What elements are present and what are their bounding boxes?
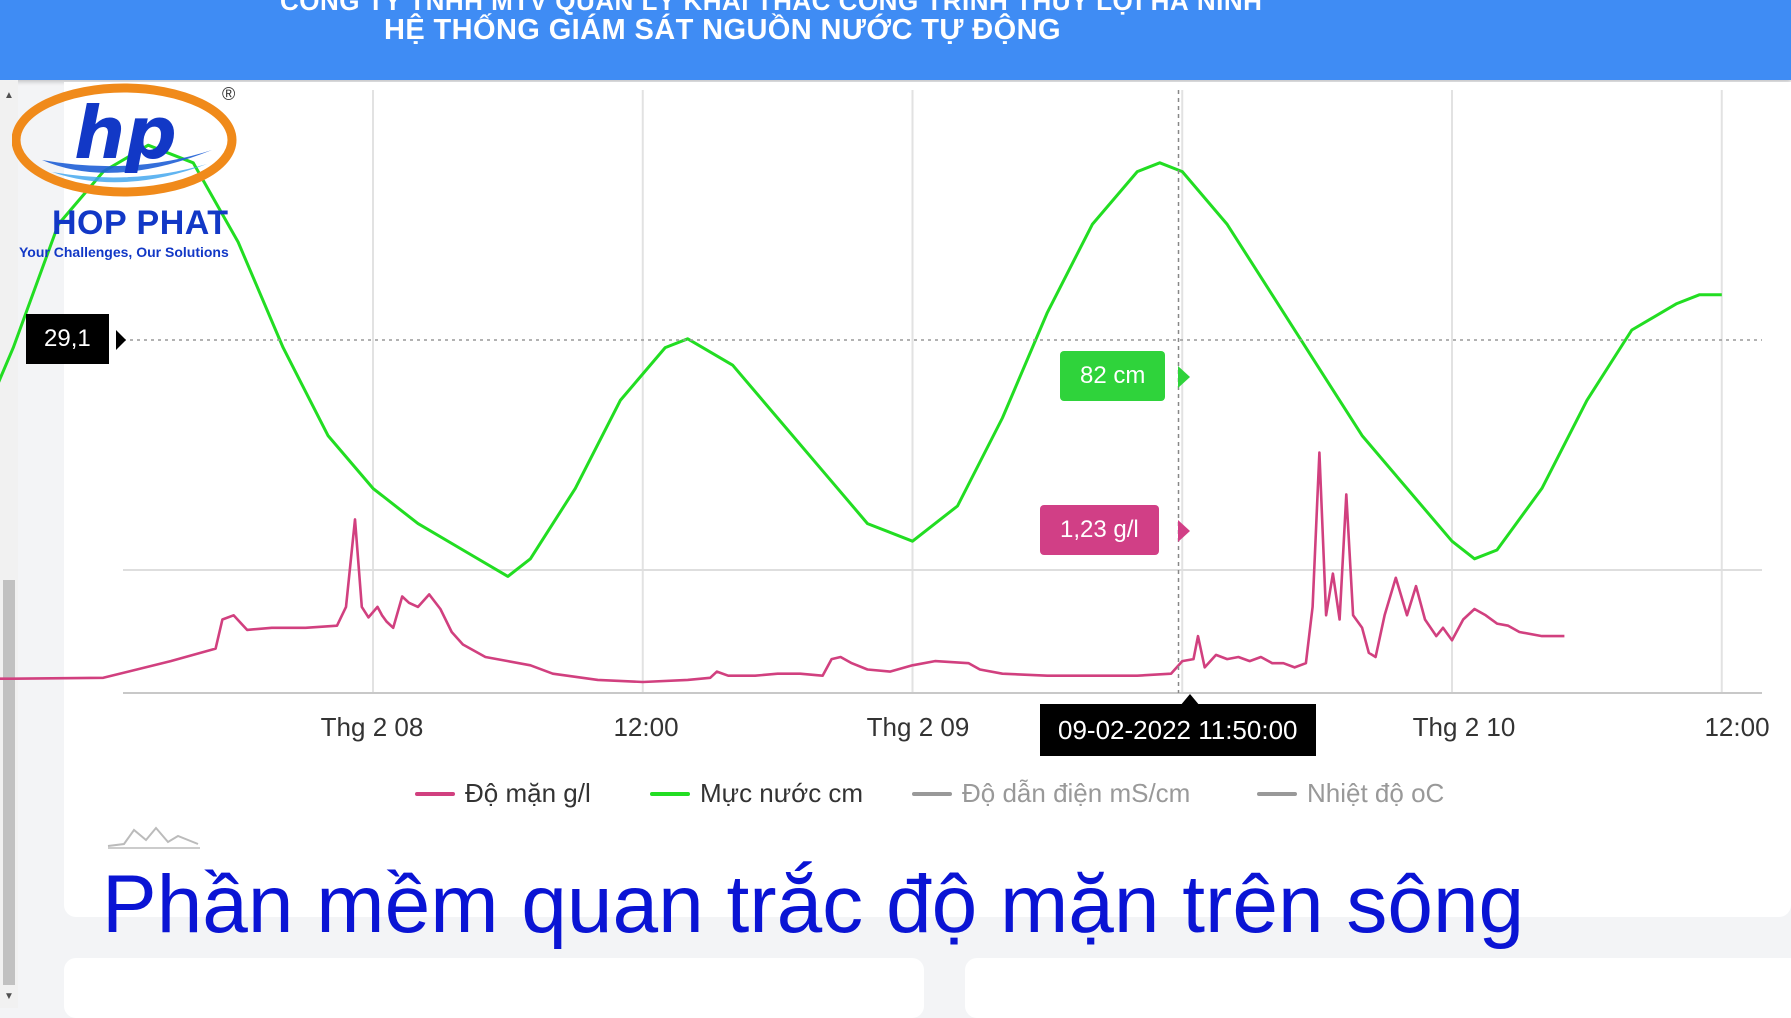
water-level-tooltip: 82 cm — [1060, 351, 1166, 401]
salinity-tooltip: 1,23 g/l — [1040, 505, 1159, 555]
series-line-water-level[interactable] — [0, 143, 1722, 578]
x-tick-label: Thg 2 09 — [866, 712, 970, 742]
system-title: HỆ THỐNG GIÁM SÁT NGUỒN NƯỚC TỰ ĐỘNG — [384, 14, 1061, 46]
scrollbar-thumb[interactable] — [3, 580, 15, 985]
chart-card — [64, 82, 1791, 917]
legend-swatch — [1257, 791, 1297, 796]
legend-label: Độ dẫn điện mS/cm — [962, 778, 1191, 808]
x-crosshair-pointer-icon — [1180, 694, 1200, 706]
legend-swatch — [912, 791, 952, 796]
legend-label: Mực nước cm — [700, 778, 864, 808]
legend-item-salinity[interactable]: Độ mặn g/l — [415, 778, 591, 809]
logo-tagline: Your Challenges, Our Solutions — [19, 244, 229, 260]
caption-title: Phần mềm quan trắc độ mặn trên sông — [102, 859, 1525, 950]
legend-swatch — [650, 791, 690, 796]
legend-swatch — [415, 791, 455, 796]
salinity-tooltip-pointer-icon — [1178, 520, 1190, 542]
scroll-down-arrow-icon[interactable]: ▼ — [4, 991, 14, 1002]
vertical-scrollbar[interactable]: ▲ ▼ — [0, 80, 18, 1008]
registered-mark: ® — [222, 84, 236, 104]
legend-label: Độ mặn g/l — [465, 778, 591, 808]
organization-name: CÔNG TY TNHH MTV QUẢN LÝ KHAI THÁC CÔNG … — [280, 0, 1263, 16]
x-tick-label: Thg 2 10 — [1412, 712, 1516, 742]
y-crosshair-pointer-icon — [116, 330, 126, 350]
legend-item-conductivity[interactable]: Độ dẫn điện mS/cm — [912, 778, 1190, 809]
legend-label: Nhiệt độ oC — [1307, 778, 1445, 808]
x-tick-label: Thg 2 08 — [320, 712, 424, 742]
logo-brand: HOP PHAT — [52, 204, 229, 242]
x-tick-label: 12:00 — [613, 712, 679, 742]
range-navigator-icon[interactable] — [106, 820, 202, 850]
legend-item-water-level[interactable]: Mực nước cm — [650, 778, 863, 809]
series-line-salinity[interactable] — [0, 451, 1565, 684]
legend-item-temperature[interactable]: Nhiệt độ oC — [1257, 778, 1444, 809]
chart-legend: Độ mặn g/l Mực nước cm Độ dẫn điện mS/cm… — [0, 778, 1791, 814]
water-level-tooltip-pointer-icon — [1178, 366, 1190, 388]
y-crosshair-label: 29,1 — [26, 314, 109, 364]
x-crosshair-label: 09-02-2022 11:50:00 — [1040, 704, 1316, 756]
company-logo: hp ® HOP PHAT Your Challenges, Our Solut… — [11, 80, 252, 265]
hp-logo-icon: hp — [11, 83, 237, 197]
scroll-up-arrow-icon[interactable]: ▲ — [4, 90, 14, 101]
x-tick-label: 12:00 — [1704, 712, 1770, 742]
logo-mark: hp — [74, 91, 177, 175]
app-header: CÔNG TY TNHH MTV QUẢN LÝ KHAI THÁC CÔNG … — [0, 0, 1791, 80]
